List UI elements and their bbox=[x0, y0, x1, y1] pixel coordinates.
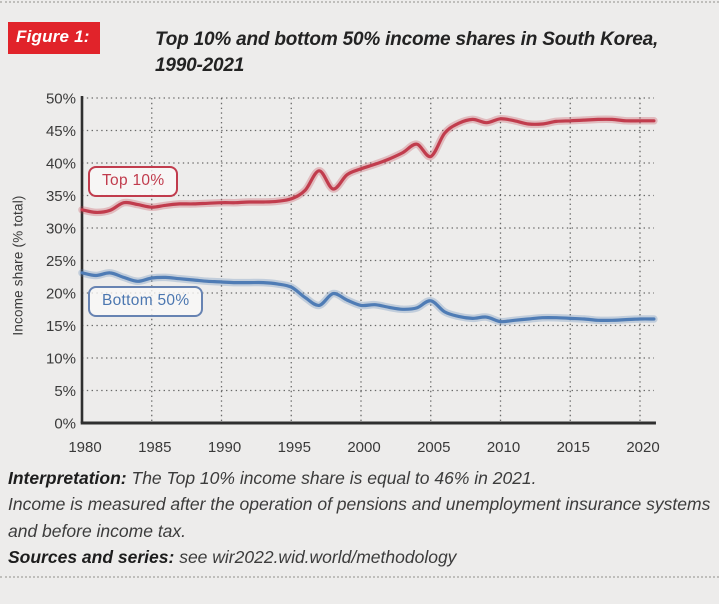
y-tick-label: 15% bbox=[46, 318, 76, 335]
y-tick-label: 5% bbox=[54, 383, 76, 400]
y-tick-label: 25% bbox=[46, 253, 76, 270]
y-tick-label: 20% bbox=[46, 286, 76, 303]
figure-number-badge: Figure 1: bbox=[8, 22, 100, 54]
x-tick-label: 2020 bbox=[626, 439, 659, 456]
series-label-bottom-50: Bottom 50% bbox=[88, 286, 204, 317]
x-tick-label: 1980 bbox=[68, 439, 101, 456]
y-tick-label: 45% bbox=[46, 123, 76, 140]
interpretation-label: Interpretation: bbox=[8, 468, 127, 488]
x-tick-label: 2010 bbox=[487, 439, 520, 456]
interpretation-text: The Top 10% income share is equal to 46%… bbox=[8, 468, 711, 541]
sources-label: Sources and series: bbox=[8, 546, 175, 567]
y-tick-label: 10% bbox=[46, 351, 76, 368]
x-tick-label: 1990 bbox=[208, 439, 241, 456]
sources-text: see wir2022.wid.world/methodology bbox=[179, 546, 457, 567]
y-tick-label: 35% bbox=[46, 188, 76, 205]
top-divider bbox=[0, 1, 719, 3]
series-label-top-10: Top 10% bbox=[88, 166, 179, 197]
x-tick-label: 1985 bbox=[138, 439, 171, 456]
chart-title: Top 10% and bottom 50% income shares in … bbox=[155, 29, 659, 77]
sources-paragraph: Sources and series: see wir2022.wid.worl… bbox=[8, 544, 714, 570]
y-tick-label: 30% bbox=[46, 221, 76, 238]
y-tick-label: 50% bbox=[46, 91, 76, 108]
x-tick-label: 2000 bbox=[347, 439, 380, 456]
interpretation-paragraph: Interpretation: The Top 10% income share… bbox=[8, 465, 714, 544]
income-share-line-chart: 0% 5% 10% 15% 20% 25% 30% 35% 40% 45% 50% 1980 1985 1… bbox=[46, 91, 660, 457]
x-tick-label: 1995 bbox=[278, 439, 311, 456]
figure-notes: Interpretation: The Top 10% income share… bbox=[8, 465, 714, 570]
bottom-divider bbox=[0, 576, 719, 578]
y-tick-label: 40% bbox=[46, 156, 76, 173]
series-line-top-10- bbox=[80, 117, 656, 215]
x-tick-label: 2015 bbox=[557, 439, 590, 456]
y-tick-label: 0% bbox=[54, 416, 76, 433]
series-line-bottom-50- bbox=[80, 271, 656, 324]
x-tick-label: 2005 bbox=[417, 439, 450, 456]
